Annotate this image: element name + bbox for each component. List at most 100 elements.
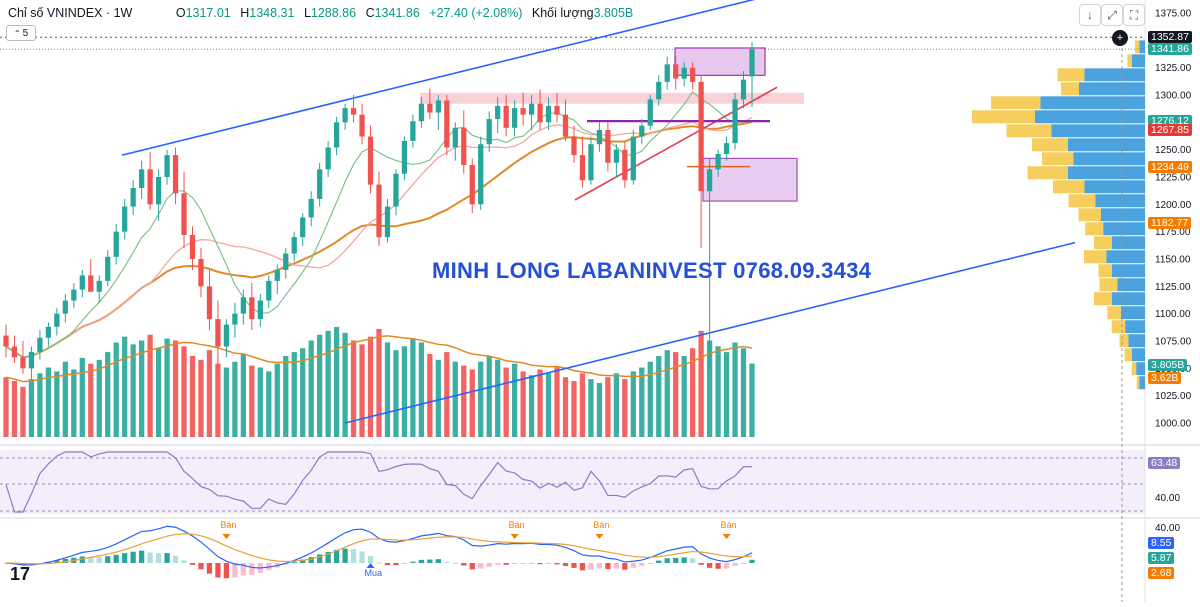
macd-histogram-bar (62, 558, 68, 563)
volume-profile-bar-up (1040, 96, 1145, 110)
macd-value-tag: 5.87 (1148, 552, 1175, 564)
macd-histogram-bar (181, 560, 187, 563)
volume-bar (198, 359, 204, 437)
candle-body (79, 275, 85, 290)
volume-bar (45, 367, 52, 437)
candle-body (622, 149, 628, 181)
candle-body (317, 169, 323, 199)
moving-average-line (5, 91, 753, 359)
volume-bar (384, 342, 391, 437)
price-axis-tag: 1182.77 (1148, 217, 1192, 230)
sell-arrow-icon (722, 534, 731, 539)
candle-body (393, 173, 399, 207)
macd-histogram-bar (461, 563, 467, 566)
macd-histogram-bar (698, 563, 704, 565)
volume-bar (452, 361, 458, 437)
plus-circle-icon: + (1116, 32, 1124, 44)
volume-bar (283, 355, 289, 437)
candle-body (596, 129, 603, 145)
volume-bar (554, 367, 560, 437)
candle-body (342, 108, 348, 123)
candle-body (698, 81, 704, 192)
candle-body (325, 147, 331, 170)
macd-histogram-bar (554, 563, 560, 565)
volume-bar (232, 361, 238, 437)
volume-bar (537, 369, 543, 437)
candle-body (215, 319, 221, 347)
volume-bar (444, 352, 450, 437)
candle-body (113, 231, 119, 257)
candle-body (122, 206, 128, 232)
open-label: O (175, 6, 186, 20)
close-label: C (365, 6, 375, 20)
macd-histogram-bar (579, 563, 586, 571)
macd-histogram-bar (647, 563, 653, 564)
candle-body (54, 313, 60, 327)
macd-histogram-bar (562, 563, 569, 566)
macd-histogram-bar (452, 562, 458, 564)
volume-profile-bar-up (1139, 376, 1145, 390)
volume-bar (79, 357, 85, 437)
volume-bar (113, 342, 119, 437)
interval-collapse-button[interactable]: ⌃ 5 (6, 25, 36, 41)
volume-bar (164, 338, 170, 437)
symbol-title[interactable]: Chỉ số VNINDEX · 1W (8, 6, 133, 20)
open-value: 1317.01 (185, 6, 231, 20)
macd-histogram-bar (88, 556, 94, 563)
candle-body (96, 280, 102, 292)
volume-bar (359, 344, 365, 437)
macd-histogram-bar (613, 563, 619, 569)
macd-histogram-bar (317, 554, 323, 563)
macd-histogram-bar (130, 551, 136, 563)
volume-bar (647, 361, 653, 437)
arrow-down-button[interactable]: ↓ (1079, 4, 1101, 26)
volume-bar (698, 330, 704, 437)
volume-bar (706, 340, 713, 437)
volume-profile-bar-down (1057, 68, 1085, 82)
zoom-in-button[interactable]: + (1112, 30, 1128, 46)
candle-body (706, 169, 713, 192)
signal-label: Bán (220, 520, 236, 530)
volume-bar (172, 340, 179, 437)
volume-bar (478, 361, 484, 437)
candle-body (401, 140, 408, 174)
volume-bar (223, 367, 230, 437)
volume-bar (350, 340, 357, 437)
macd-histogram-bar (350, 549, 357, 563)
volume-bar (740, 348, 747, 437)
volume-profile-bar-up (1139, 40, 1145, 54)
fullscreen-button[interactable]: ⛶ (1123, 4, 1145, 26)
candle-body (198, 259, 204, 287)
volume-profile-bar-up (1112, 236, 1145, 250)
price-axis-tag: 1341.86 (1148, 43, 1192, 56)
macd-histogram-bar (435, 559, 441, 563)
price-tick-label: 1075.00 (1155, 337, 1192, 348)
candle-body (579, 155, 586, 181)
expand-icon: ⤢ (1107, 7, 1117, 22)
volume-bar (240, 354, 246, 437)
candle-body (37, 337, 43, 352)
candle-body (11, 346, 18, 358)
volume-profile-bar-up (1103, 222, 1145, 236)
volume-profile-bar-down (1084, 250, 1107, 264)
volume-bar (37, 373, 43, 437)
candle-body (554, 105, 560, 115)
volume-value: 3.805B (593, 6, 634, 20)
volume-bar (88, 363, 94, 437)
volume-profile-bar-down (1099, 278, 1118, 292)
expand-button[interactable]: ⤢ (1101, 4, 1123, 26)
volume-profile-bar-down (1094, 236, 1112, 250)
volume-bar (410, 338, 416, 437)
candle-body (45, 326, 52, 338)
sell-arrow-icon (595, 534, 604, 539)
candle-body (537, 103, 543, 123)
volume-bar (291, 352, 297, 437)
chevron-up-icon: ⌃ (13, 28, 21, 38)
candle-body (469, 164, 475, 205)
candle-body (461, 127, 467, 165)
candle-body (740, 79, 747, 100)
volume-bar (342, 332, 348, 437)
volume-profile-bar-up (1035, 110, 1145, 124)
